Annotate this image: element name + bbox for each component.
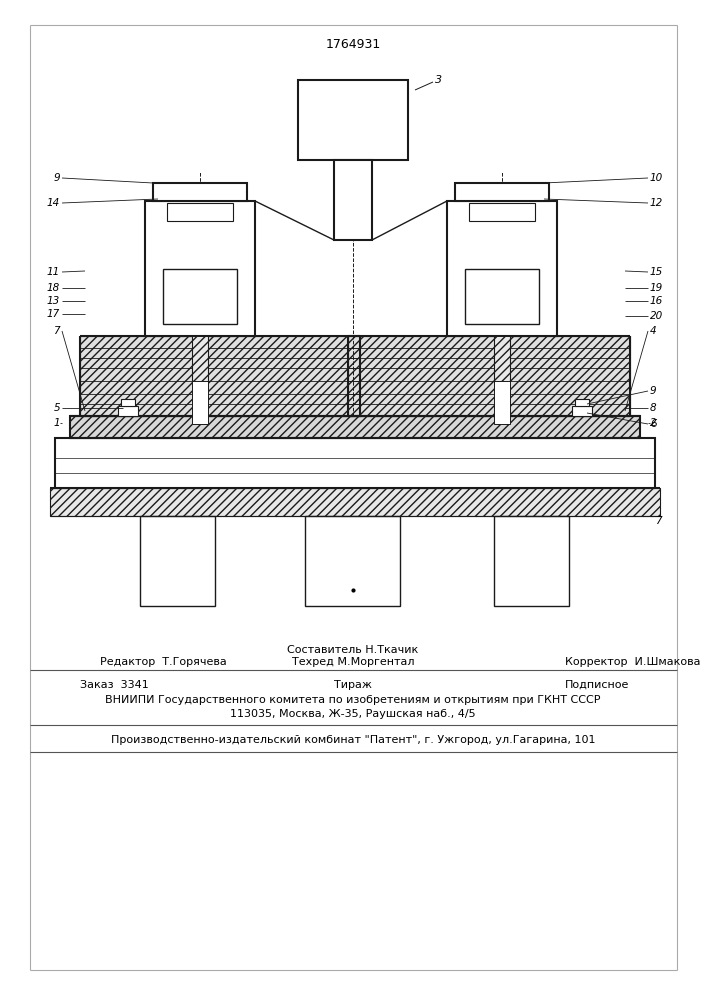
Bar: [455, 183, 549, 201]
Bar: [447, 201, 557, 336]
Bar: [494, 336, 510, 424]
Text: 11: 11: [47, 267, 60, 277]
Text: 10: 10: [650, 173, 663, 183]
Bar: [80, 336, 360, 416]
Text: 9: 9: [53, 173, 60, 183]
Text: Корректор  И.Шмакова: Корректор И.Шмакова: [565, 657, 701, 667]
Text: 1: 1: [53, 418, 60, 428]
Text: 4: 4: [650, 326, 657, 336]
Text: 20: 20: [650, 311, 663, 321]
Bar: [145, 201, 255, 336]
Bar: [192, 336, 208, 424]
Text: 18: 18: [47, 283, 60, 293]
Text: 7: 7: [655, 516, 662, 526]
Bar: [55, 438, 655, 488]
Bar: [121, 399, 135, 406]
Text: 9: 9: [650, 386, 657, 396]
Bar: [494, 516, 569, 606]
Text: 2: 2: [650, 418, 657, 428]
Text: 12: 12: [650, 198, 663, 208]
Bar: [469, 203, 535, 221]
Text: 5: 5: [53, 403, 60, 413]
Bar: [572, 406, 592, 416]
Text: Редактор  Т.Горячева: Редактор Т.Горячева: [100, 657, 227, 667]
Bar: [348, 336, 630, 416]
Bar: [70, 416, 640, 438]
Text: 15: 15: [650, 267, 663, 277]
Text: Тираж: Тираж: [334, 680, 372, 690]
Bar: [298, 80, 408, 160]
Bar: [575, 399, 589, 406]
Bar: [305, 516, 400, 606]
Text: 13: 13: [47, 296, 60, 306]
Bar: [50, 488, 660, 516]
Text: Составитель Н.Ткачик: Составитель Н.Ткачик: [287, 645, 419, 655]
Bar: [494, 336, 510, 381]
Bar: [465, 269, 539, 324]
Text: 8: 8: [650, 403, 657, 413]
Text: 7: 7: [53, 326, 60, 336]
Bar: [140, 516, 215, 606]
Text: 113035, Москва, Ж-35, Раушская наб., 4/5: 113035, Москва, Ж-35, Раушская наб., 4/5: [230, 709, 476, 719]
Text: ВНИИПИ Государственного комитета по изобретениям и открытиям при ГКНТ СССР: ВНИИПИ Государственного комитета по изоб…: [105, 695, 601, 705]
Bar: [334, 160, 372, 240]
Text: Производственно-издательский комбинат "Патент", г. Ужгород, ул.Гагарина, 101: Производственно-издательский комбинат "П…: [111, 735, 595, 745]
Bar: [163, 269, 237, 324]
Bar: [167, 203, 233, 221]
Text: 1764931: 1764931: [325, 38, 380, 51]
Text: 17: 17: [47, 309, 60, 319]
Bar: [153, 183, 247, 201]
Bar: [118, 406, 138, 416]
Text: Подписное: Подписное: [565, 680, 629, 690]
Text: 16: 16: [650, 296, 663, 306]
Text: 3: 3: [435, 75, 442, 85]
Text: Заказ  3341: Заказ 3341: [80, 680, 148, 690]
Text: 6: 6: [650, 419, 657, 429]
Text: 14: 14: [47, 198, 60, 208]
Text: 19: 19: [650, 283, 663, 293]
Text: Техред М.Моргентал: Техред М.Моргентал: [292, 657, 414, 667]
Bar: [192, 336, 208, 381]
